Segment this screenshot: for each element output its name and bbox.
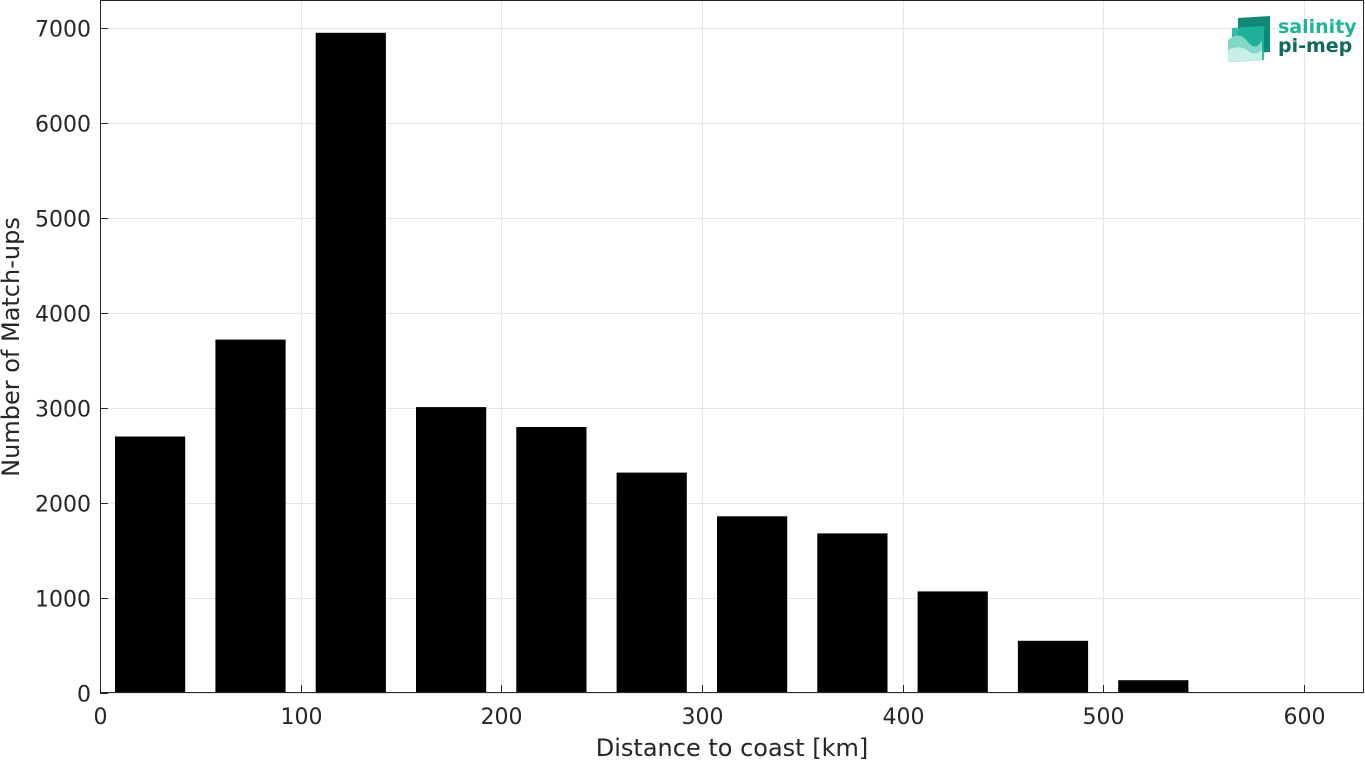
y-axis-label: Number of Match-ups: [0, 217, 25, 477]
bar-225km: [516, 427, 587, 693]
y-tick-label: 0: [77, 683, 91, 708]
bar-375km: [817, 533, 888, 693]
x-tick-label: 300: [682, 705, 724, 730]
y-tick-label: 6000: [35, 113, 91, 138]
bar-425km: [917, 591, 988, 693]
bar-125km: [315, 32, 386, 694]
x-tick-label: 500: [1083, 705, 1125, 730]
x-axis-label: Distance to coast [km]: [596, 734, 868, 761]
y-tick-label: 3000: [35, 398, 91, 423]
x-tick-label: 600: [1284, 705, 1326, 730]
y-tick-labels: 0 1000 2000 3000 4000 5000 6000 7000: [35, 18, 108, 708]
bar-475km: [1017, 640, 1089, 694]
bar-175km: [416, 407, 487, 693]
y-tick-label: 1000: [35, 588, 91, 613]
x-tick-label: 200: [481, 705, 523, 730]
x-tick-labels: 0 100 200 300 400 500 600: [94, 685, 1326, 730]
y-tick-label: 7000: [35, 18, 91, 43]
salinity-pi-mep-logo: salinity pi-mep: [1228, 16, 1357, 62]
y-tick-label: 2000: [35, 493, 91, 518]
x-tick-label: 0: [94, 705, 108, 730]
x-tick-label: 100: [281, 705, 323, 730]
logo-text-pi-mep: pi-mep: [1278, 35, 1352, 57]
plot-frame: [100, 0, 1364, 693]
bar-525km: [1118, 680, 1189, 693]
y-tick-label: 5000: [35, 208, 91, 233]
bar-25km: [115, 436, 186, 693]
bars: [115, 32, 1289, 694]
y-tick-label: 4000: [35, 303, 91, 328]
grid-lines: [100, 0, 1364, 694]
x-tick-label: 400: [883, 705, 925, 730]
bar-75km: [215, 339, 286, 693]
bar-325km: [717, 516, 788, 693]
wave-logo-icon: [1228, 16, 1270, 62]
bar-275km: [616, 472, 687, 693]
logo-text-salinity: salinity: [1278, 16, 1357, 38]
